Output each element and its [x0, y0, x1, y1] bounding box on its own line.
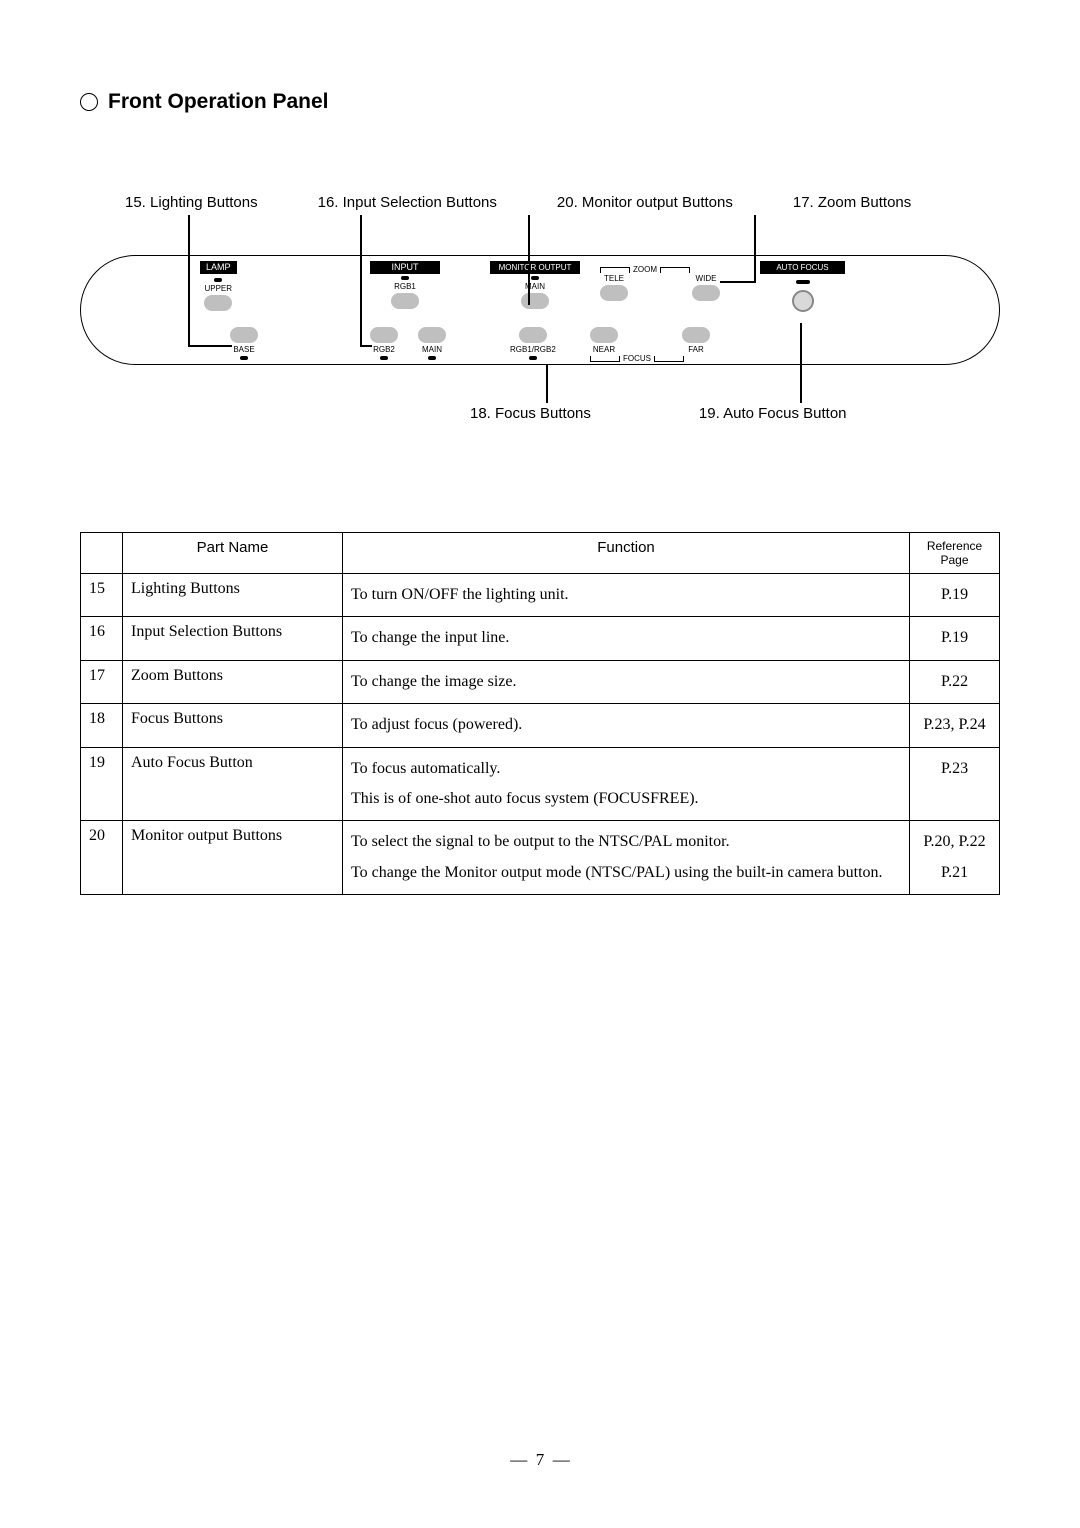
label-rgb2: RGB2	[370, 345, 398, 354]
cell-num: 20	[81, 821, 123, 895]
th-func: Function	[343, 533, 910, 574]
cell-num: 18	[81, 704, 123, 747]
btn-upper	[204, 295, 232, 311]
table-row: 18Focus ButtonsTo adjust focus (powered)…	[81, 704, 1000, 747]
table-row: 15Lighting ButtonsTo turn ON/OFF the lig…	[81, 574, 1000, 617]
label-wide: WIDE	[692, 274, 720, 283]
label-lamp: LAMP	[200, 261, 237, 274]
table-header-row: Part Name Function Reference Page	[81, 533, 1000, 574]
cell-name: Input Selection Buttons	[123, 617, 343, 660]
cell-name: Zoom Buttons	[123, 660, 343, 703]
th-num	[81, 533, 123, 574]
callout-15: 15. Lighting Buttons	[125, 194, 258, 211]
label-main: MAIN	[418, 345, 446, 354]
section-title-text: Front Operation Panel	[108, 90, 329, 114]
callout-16: 16. Input Selection Buttons	[318, 194, 497, 211]
table-row: 19Auto Focus ButtonTo focus automaticall…	[81, 747, 1000, 821]
cell-func: To focus automatically.This is of one-sh…	[343, 747, 910, 821]
cell-func: To turn ON/OFF the lighting unit.	[343, 574, 910, 617]
cell-func: To adjust focus (powered).	[343, 704, 910, 747]
page-number: — 7 —	[0, 1450, 1080, 1470]
cell-ref: P.23, P.24	[910, 704, 1000, 747]
callout-row-top: 15. Lighting Buttons 16. Input Selection…	[125, 194, 1000, 211]
label-input: INPUT	[370, 261, 440, 274]
label-near: NEAR	[590, 345, 618, 354]
cell-name: Focus Buttons	[123, 704, 343, 747]
callout-17: 17. Zoom Buttons	[793, 194, 911, 211]
cell-ref: P.19	[910, 574, 1000, 617]
btn-wide	[692, 285, 720, 301]
label-monitor-output: MONITOR OUTPUT	[490, 261, 580, 274]
page-number-value: 7	[536, 1450, 545, 1469]
label-focus: FOCUS	[620, 354, 654, 363]
btn-near	[590, 327, 618, 343]
cell-ref: P.23	[910, 747, 1000, 821]
cell-func: To select the signal to be output to the…	[343, 821, 910, 895]
cell-name: Monitor output Buttons	[123, 821, 343, 895]
bullet-icon	[80, 93, 98, 111]
cell-num: 17	[81, 660, 123, 703]
table-row: 16Input Selection ButtonsTo change the i…	[81, 617, 1000, 660]
btn-tele	[600, 285, 628, 301]
th-ref: Reference Page	[910, 533, 1000, 574]
cell-name: Lighting Buttons	[123, 574, 343, 617]
cell-func: To change the input line.	[343, 617, 910, 660]
th-part: Part Name	[123, 533, 343, 574]
label-far: FAR	[682, 345, 710, 354]
label-base: BASE	[230, 345, 258, 354]
label-rgb1: RGB1	[370, 282, 440, 291]
cell-num: 19	[81, 747, 123, 821]
btn-auto-focus	[792, 290, 814, 312]
btn-base	[230, 327, 258, 343]
table-row: 17Zoom ButtonsTo change the image size.P…	[81, 660, 1000, 703]
label-upper: UPPER	[204, 284, 232, 293]
callout-19: 19. Auto Focus Button	[699, 405, 847, 422]
btn-rgb1rgb2	[519, 327, 547, 343]
btn-rgb2	[370, 327, 398, 343]
btn-main	[418, 327, 446, 343]
label-main2: MAIN	[490, 282, 580, 291]
parts-table: Part Name Function Reference Page 15Ligh…	[80, 532, 1000, 895]
cell-ref: P.22	[910, 660, 1000, 703]
cell-ref: P.19	[910, 617, 1000, 660]
callout-20: 20. Monitor output Buttons	[557, 194, 733, 211]
panel-diagram: LAMP UPPER BASE INPUT RGB1 RGB2 MAIN MON…	[80, 225, 1000, 385]
label-zoom: ZOOM	[630, 265, 660, 274]
label-rgb1rgb2: RGB1/RGB2	[510, 345, 556, 354]
label-auto-focus: AUTO FOCUS	[760, 261, 845, 274]
cell-num: 15	[81, 574, 123, 617]
cell-num: 16	[81, 617, 123, 660]
label-tele: TELE	[600, 274, 628, 283]
cell-func: To change the image size.	[343, 660, 910, 703]
cell-name: Auto Focus Button	[123, 747, 343, 821]
btn-monitor-main	[521, 293, 549, 309]
btn-rgb1	[391, 293, 419, 309]
btn-far	[682, 327, 710, 343]
cell-ref: P.20, P.22P.21	[910, 821, 1000, 895]
table-row: 20Monitor output ButtonsTo select the si…	[81, 821, 1000, 895]
callout-18: 18. Focus Buttons	[470, 405, 591, 422]
callout-row-bottom: 18. Focus Buttons 19. Auto Focus Button	[470, 405, 1000, 422]
section-title: Front Operation Panel	[80, 90, 1000, 114]
